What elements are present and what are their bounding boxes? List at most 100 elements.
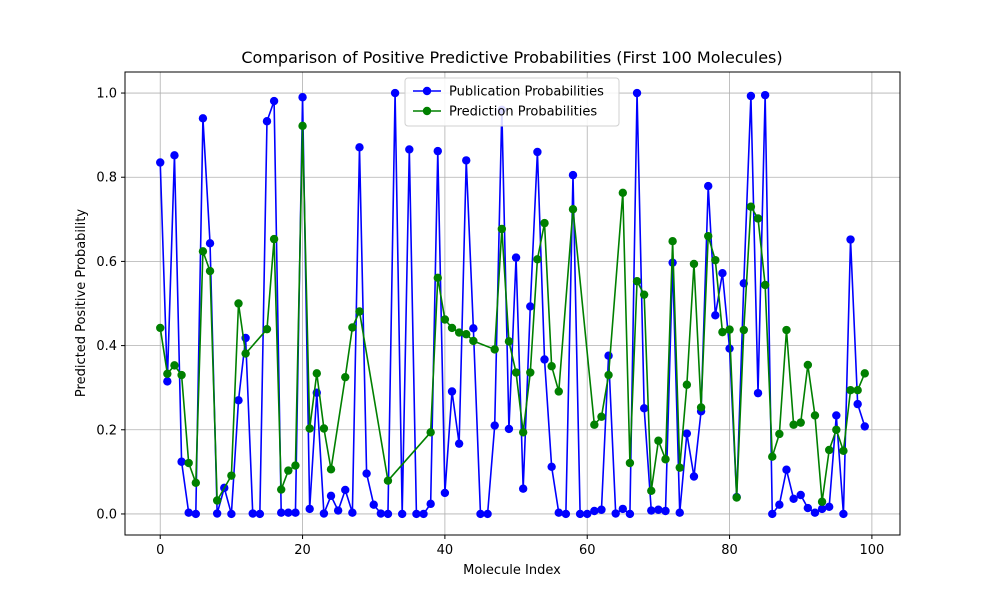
prediction-probabilities-point: [853, 386, 862, 395]
publication-probabilities-point: [490, 421, 499, 430]
y-tick-label: 0.2: [96, 423, 117, 438]
publication-probabilities-point: [277, 508, 286, 517]
publication-probabilities-point: [711, 311, 720, 320]
publication-probabilities-point: [269, 96, 279, 106]
prediction-probabilities-point: [768, 452, 777, 461]
publication-probabilities-point: [846, 235, 855, 244]
publication-probabilities-point: [469, 324, 478, 333]
publication-probabilities-point: [504, 424, 514, 434]
prediction-probabilities-point: [348, 323, 357, 332]
prediction-probabilities-point: [454, 328, 464, 337]
prediction-probabilities-point: [725, 325, 734, 334]
publication-probabilities-point: [782, 465, 791, 474]
prediction-probabilities-point: [639, 290, 649, 299]
publication-probabilities-point: [383, 509, 393, 519]
prediction-probabilities-point: [796, 418, 805, 427]
publication-probabilities-point: [675, 508, 684, 517]
prediction-probabilities-point: [753, 214, 763, 223]
publication-probabilities-point: [511, 253, 521, 262]
publication-probabilities-point: [583, 509, 592, 519]
prediction-probabilities-point: [782, 325, 791, 335]
chart-title: Comparison of Positive Predictive Probab…: [241, 48, 782, 67]
publication-probabilities-point: [661, 506, 670, 516]
prediction-probabilities-point: [775, 429, 784, 439]
publication-probabilities-point: [319, 509, 329, 518]
prediction-probabilities-point: [433, 273, 442, 283]
publication-probabilities-point: [824, 502, 834, 511]
prediction-probabilities-point: [625, 458, 635, 468]
publication-probabilities-point: [341, 485, 350, 495]
prediction-probabilities-point: [746, 202, 756, 211]
prediction-probabilities-point: [647, 486, 656, 495]
publication-probabilities-point: [618, 504, 628, 514]
prediction-probabilities-point: [355, 307, 364, 316]
plot-frame: [124, 71, 901, 536]
publication-probabilities-point: [760, 90, 770, 100]
legend: Publication Probabilities Prediction Prob…: [404, 77, 620, 127]
publication-probabilities-point: [547, 462, 556, 472]
publication-probabilities-point: [212, 509, 222, 518]
publication-probabilities-point: [853, 399, 862, 409]
publication-probabilities-point: [483, 509, 492, 519]
series-publication-probabilities: [156, 88, 869, 519]
prediction-probabilities-point: [440, 315, 450, 324]
publication-probabilities-point: [376, 509, 386, 518]
publication-probabilities-point: [689, 472, 699, 481]
publication-probabilities-point: [753, 388, 763, 398]
prediction-probabilities-point: [284, 466, 293, 475]
prediction-probabilities-point: [341, 372, 350, 382]
prediction-probabilities-point: [504, 337, 514, 346]
prediction-probabilities-point: [447, 323, 457, 333]
prediction-probabilities-point: [533, 255, 542, 264]
prediction-probabilities-point: [675, 463, 684, 472]
publication-probabilities-point: [604, 351, 613, 360]
publication-probabilities-point: [447, 387, 457, 396]
publication-probabilities-point: [362, 469, 371, 478]
prediction-probabilities-point: [860, 369, 869, 378]
prediction-probabilities-point: [269, 234, 279, 244]
prediction-probabilities-point: [689, 259, 699, 269]
publication-probabilities-point: [639, 404, 649, 413]
publication-probabilities-point: [810, 508, 820, 517]
publication-probabilities-point: [184, 508, 193, 517]
publication-probabilities-point: [575, 509, 585, 519]
publication-probabilities-point: [291, 508, 300, 517]
prediction-probabilities-point: [518, 428, 528, 437]
publication-probabilities-point: [433, 146, 442, 156]
prediction-probabilities-point: [291, 461, 300, 470]
prediction-probabilities-point: [654, 436, 663, 445]
publication-probabilities-point: [526, 302, 535, 311]
prediction-probabilities-point: [205, 266, 215, 276]
publication-probabilities-point: [284, 508, 293, 517]
publication-probabilities-point: [568, 170, 578, 180]
prediction-probabilities-point: [718, 327, 727, 337]
prediction-probabilities-point: [212, 496, 222, 505]
publication-probabilities-point: [796, 490, 805, 500]
prediction-probabilities-line: [159, 125, 866, 503]
prediction-probabilities-point: [618, 188, 628, 197]
prediction-probabilities-point: [319, 424, 329, 433]
x-tick-label: 0: [156, 543, 164, 558]
publication-probabilities-point: [234, 396, 243, 405]
prediction-probabilities-point: [198, 247, 208, 256]
publication-probabilities-point: [397, 509, 407, 519]
x-tick-label: 80: [721, 543, 738, 558]
publication-probabilities-point: [725, 344, 734, 353]
publication-probabilities-point: [426, 499, 435, 509]
publication-probabilities-point: [454, 439, 464, 448]
publication-probabilities-point: [163, 377, 172, 386]
legend-swatch-marker-prediction-probabilities: [422, 106, 432, 116]
publication-probabilities-point: [262, 117, 272, 126]
prediction-probabilities-point: [490, 345, 499, 354]
publication-probabilities-point: [405, 145, 414, 154]
prediction-probabilities-point: [191, 478, 201, 488]
x-tick-label: 100: [859, 543, 884, 558]
publication-probabilities-point: [625, 509, 635, 519]
y-tick-label: 1.0: [96, 87, 117, 102]
publication-probabilities-point: [704, 181, 713, 191]
prediction-probabilities-point: [326, 465, 336, 474]
prediction-probabilities-point: [526, 368, 535, 377]
series-layer: [156, 88, 869, 519]
axis-ticks: 0 20 40 60 80 100 0.0 0.2 0.4 0.6 0.8 1.0: [96, 87, 884, 558]
prediction-probabilities-point: [156, 323, 165, 333]
